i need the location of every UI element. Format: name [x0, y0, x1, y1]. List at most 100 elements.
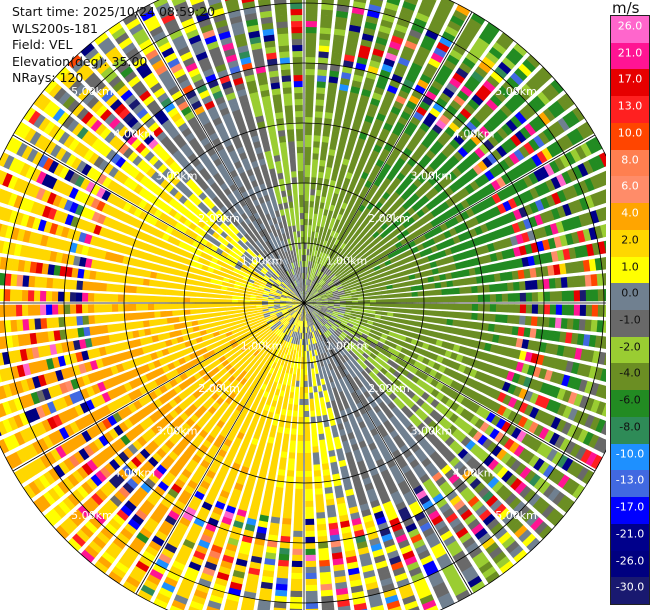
- velocity-gate: [491, 193, 502, 204]
- velocity-gate: [98, 434, 109, 447]
- velocity-gate: [439, 502, 452, 514]
- velocity-gate: [366, 336, 374, 342]
- velocity-gate: [29, 332, 38, 345]
- velocity-gate: [295, 476, 303, 484]
- velocity-gate: [223, 604, 238, 610]
- velocity-gate: [313, 262, 317, 269]
- velocity-gate: [269, 405, 276, 414]
- velocity-gate: [120, 332, 128, 341]
- velocity-gate: [263, 326, 270, 332]
- velocity-gate: [168, 435, 179, 446]
- velocity-gate: [582, 431, 594, 446]
- velocity-gate: [576, 260, 585, 273]
- velocity-gate: [255, 343, 262, 350]
- velocity-gate: [480, 409, 491, 420]
- velocity-gate: [333, 295, 340, 299]
- velocity-gate: [229, 428, 238, 437]
- velocity-gate: [157, 481, 169, 492]
- velocity-gate: [293, 325, 297, 332]
- velocity-gate: [410, 533, 423, 544]
- velocity-gate: [364, 250, 372, 257]
- velocity-gate: [420, 555, 434, 566]
- velocity-gate: [130, 321, 138, 330]
- velocity-gate: [313, 458, 320, 466]
- velocity-gate: [453, 460, 465, 472]
- velocity-gate: [366, 281, 374, 286]
- velocity-gate: [549, 291, 557, 302]
- velocity-gate: [425, 90, 437, 101]
- velocity-gate: [348, 349, 355, 357]
- velocity-gate: [352, 264, 360, 271]
- velocity-gate: [331, 313, 338, 318]
- velocity-gate: [349, 579, 363, 588]
- velocity-gate: [259, 347, 266, 355]
- velocity-gate: [80, 549, 95, 564]
- velocity-gate: [423, 366, 433, 375]
- velocity-gate: [350, 85, 361, 95]
- velocity-gate: [414, 163, 424, 173]
- velocity-gate: [597, 241, 606, 255]
- velocity-gate: [286, 476, 294, 483]
- velocity-gate: [317, 263, 321, 271]
- velocity-gate: [387, 307, 395, 312]
- velocity-gate: [305, 548, 316, 556]
- velocity-gate: [336, 272, 343, 279]
- velocity-gate: [313, 213, 318, 220]
- velocity-gate: [297, 362, 301, 370]
- velocity-gate: [348, 399, 356, 408]
- velocity-gate: [197, 342, 206, 349]
- velocity-gate: [333, 322, 340, 328]
- velocity-gate: [164, 439, 175, 450]
- velocity-gate: [323, 475, 332, 483]
- velocity-gate: [339, 465, 349, 474]
- velocity-gate: [310, 237, 314, 244]
- velocity-gate: [306, 291, 309, 298]
- velocity-gate: [426, 483, 438, 494]
- velocity-gate: [449, 155, 460, 166]
- velocity-gate: [481, 322, 490, 332]
- velocity-gate: [523, 268, 531, 279]
- velocity-gate: [158, 525, 171, 537]
- velocity-gate: [404, 555, 418, 566]
- velocity-gate: [363, 293, 370, 297]
- velocity-gate: [351, 303, 359, 306]
- velocity-gate: [254, 322, 262, 328]
- velocity-gate: [571, 463, 584, 478]
- velocity-gate: [474, 266, 482, 275]
- velocity-gate: [321, 3, 334, 11]
- velocity-gate: [561, 92, 575, 108]
- velocity-gate: [453, 134, 465, 146]
- velocity-gate: [351, 294, 358, 298]
- velocity-gate: [391, 73, 403, 84]
- velocity-gate: [573, 304, 581, 316]
- velocity-gate: [595, 384, 606, 398]
- velocity-gate: [135, 312, 143, 320]
- velocity-gate: [444, 350, 453, 359]
- velocity-gate: [305, 62, 316, 70]
- velocity-gate: [477, 313, 484, 321]
- velocity-gate: [541, 329, 549, 341]
- velocity-gate: [579, 197, 590, 211]
- velocity-gate: [232, 310, 239, 314]
- velocity-gate: [545, 384, 555, 397]
- velocity-gate: [407, 474, 418, 485]
- velocity-gate: [328, 413, 335, 421]
- velocity-gate: [41, 331, 49, 343]
- velocity-gate: [569, 148, 582, 163]
- velocity-gate: [267, 392, 274, 401]
- velocity-gate: [426, 112, 438, 123]
- velocity-gate: [545, 414, 556, 427]
- velocity-gate: [487, 274, 496, 283]
- velocity-gate: [185, 566, 200, 578]
- velocity-gate: [337, 314, 345, 318]
- velocity-gate: [334, 353, 340, 361]
- velocity-gate: [155, 420, 166, 431]
- velocity-gate: [325, 261, 331, 268]
- velocity-gate: [356, 137, 366, 146]
- velocity-gate: [435, 259, 444, 267]
- velocity-gate: [551, 140, 564, 155]
- velocity-gate: [455, 190, 465, 201]
- velocity-gate: [459, 303, 467, 311]
- velocity-gate: [237, 306, 245, 310]
- velocity-gate: [317, 270, 322, 277]
